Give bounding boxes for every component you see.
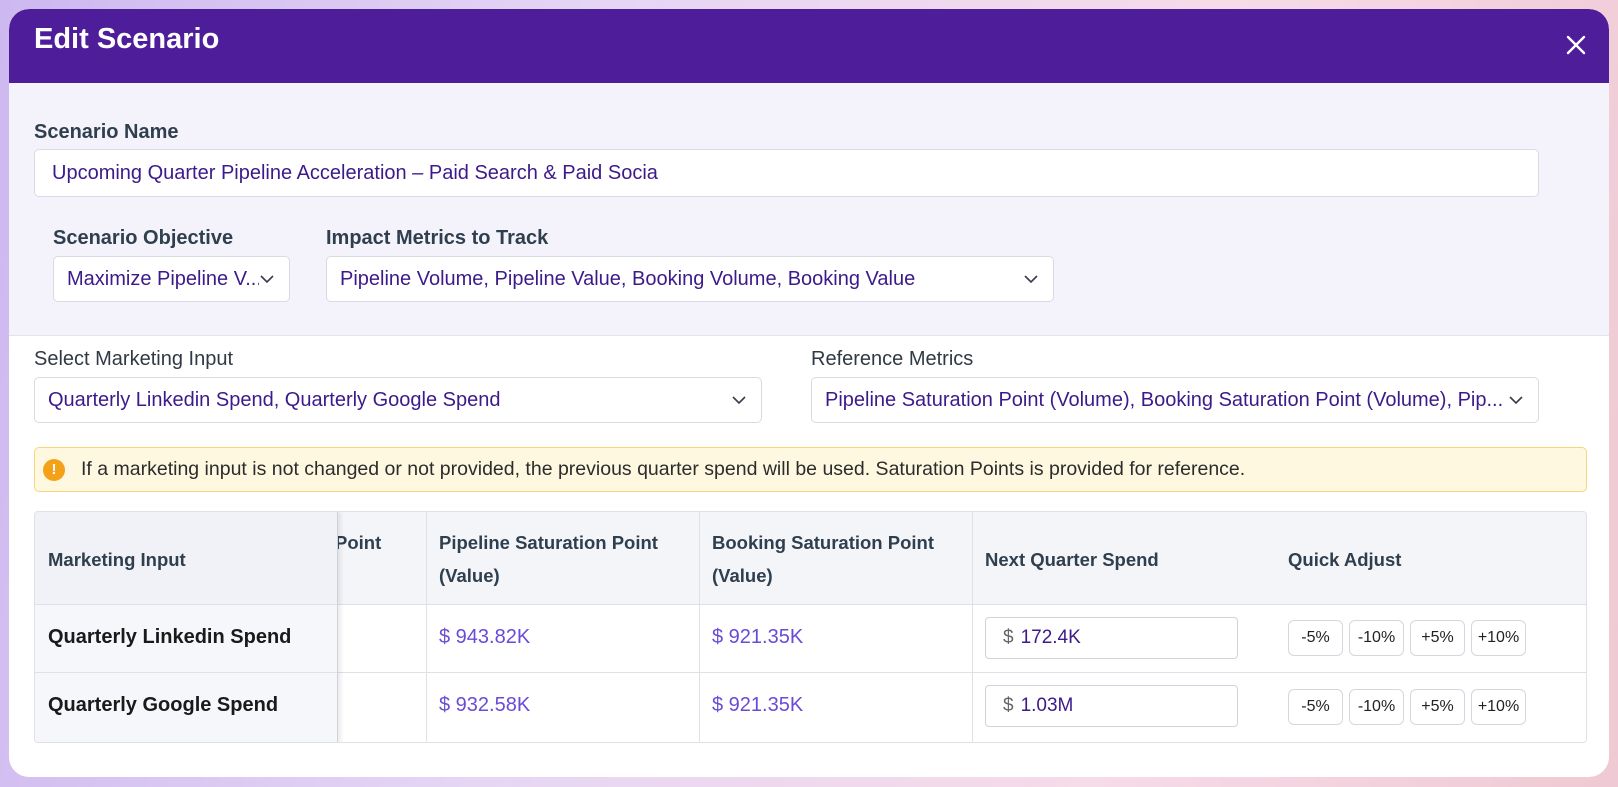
reference-metrics-select[interactable]: Pipeline Saturation Point (Volume), Book… bbox=[811, 377, 1539, 423]
column-header-pipeline-saturation: Pipeline Saturation Point (Value) bbox=[439, 526, 658, 592]
column-header-partial: Point bbox=[335, 532, 382, 553]
row-name: Quarterly Google Spend bbox=[48, 694, 279, 716]
row-divider bbox=[35, 672, 337, 673]
chevron-down-icon bbox=[1024, 275, 1038, 284]
next-quarter-spend-input[interactable]: $ 172.4K bbox=[985, 617, 1238, 659]
booking-saturation-value: $ 921.35K bbox=[712, 626, 804, 648]
scenario-name-label: Scenario Name bbox=[34, 121, 179, 143]
quick-adjust-minus-10-button[interactable]: -10% bbox=[1349, 689, 1404, 725]
quick-adjust-plus-10-button[interactable]: +10% bbox=[1471, 620, 1526, 656]
chevron-down-icon bbox=[260, 275, 274, 284]
spend-value: 1.03M bbox=[1020, 695, 1074, 716]
info-icon: ! bbox=[43, 458, 65, 481]
quick-adjust-plus-5-button[interactable]: +5% bbox=[1410, 620, 1465, 656]
modal-header: Edit Scenario bbox=[9, 9, 1609, 83]
spend-value: 172.4K bbox=[1020, 627, 1081, 648]
impact-metrics-value: Pipeline Volume, Pipeline Value, Booking… bbox=[340, 267, 916, 290]
row-divider bbox=[35, 672, 1586, 673]
chevron-down-icon bbox=[1509, 396, 1523, 405]
quick-adjust-minus-10-button[interactable]: -10% bbox=[1349, 620, 1404, 656]
column-header-next-quarter-spend: Next Quarter Spend bbox=[985, 549, 1159, 570]
marketing-input-value: Quarterly Linkedin Spend, Quarterly Goog… bbox=[48, 388, 501, 411]
scenario-objective-select[interactable]: Maximize Pipeline V... bbox=[53, 256, 290, 302]
quick-adjust-minus-5-button[interactable]: -5% bbox=[1288, 620, 1343, 656]
impact-metrics-select[interactable]: Pipeline Volume, Pipeline Value, Booking… bbox=[326, 256, 1054, 302]
chevron-down-icon bbox=[732, 396, 746, 405]
quick-adjust-plus-10-button[interactable]: +10% bbox=[1471, 689, 1526, 725]
column-divider bbox=[699, 512, 700, 742]
row-name: Quarterly Linkedin Spend bbox=[48, 626, 292, 648]
booking-saturation-value: $ 921.35K bbox=[712, 694, 804, 716]
column-header-booking-saturation: Booking Saturation Point (Value) bbox=[712, 526, 934, 592]
scenario-name-input[interactable]: Upcoming Quarter Pipeline Acceleration –… bbox=[34, 149, 1539, 197]
quick-adjust-plus-5-button[interactable]: +5% bbox=[1410, 689, 1465, 725]
column-divider bbox=[426, 512, 427, 742]
header-line: Booking Saturation Point bbox=[712, 532, 934, 553]
modal-title: Edit Scenario bbox=[34, 23, 220, 55]
reference-metrics-label: Reference Metrics bbox=[811, 348, 974, 370]
marketing-input-table: Point Pipeline Saturation Point (Value) … bbox=[34, 511, 1587, 743]
next-quarter-spend-input[interactable]: $ 1.03M bbox=[985, 685, 1238, 727]
header-line: (Value) bbox=[712, 565, 773, 586]
close-icon[interactable] bbox=[1565, 34, 1587, 56]
edit-scenario-modal: Edit Scenario Scenario Name Upcoming Qua… bbox=[9, 9, 1609, 777]
marketing-input-select[interactable]: Quarterly Linkedin Spend, Quarterly Goog… bbox=[34, 377, 762, 423]
header-line: Pipeline Saturation Point bbox=[439, 532, 658, 553]
currency-symbol: $ bbox=[1003, 627, 1014, 648]
pipeline-saturation-value: $ 943.82K bbox=[439, 626, 531, 648]
marketing-input-label: Select Marketing Input bbox=[34, 348, 233, 370]
reference-metrics-value: Pipeline Saturation Point (Volume), Book… bbox=[825, 388, 1504, 411]
sticky-first-column: Marketing Input Quarterly Linkedin Spend… bbox=[35, 512, 338, 742]
info-text: If a marketing input is not changed or n… bbox=[81, 458, 1246, 480]
quick-adjust-minus-5-button[interactable]: -5% bbox=[1288, 689, 1343, 725]
sticky-header-cell bbox=[35, 512, 337, 605]
scenario-name-value: Upcoming Quarter Pipeline Acceleration –… bbox=[52, 161, 658, 184]
scenario-settings-section: Scenario Name Upcoming Quarter Pipeline … bbox=[9, 83, 1609, 336]
header-line: (Value) bbox=[439, 565, 500, 586]
impact-metrics-label: Impact Metrics to Track bbox=[326, 227, 549, 249]
scenario-objective-label: Scenario Objective bbox=[53, 227, 234, 249]
column-header-marketing-input: Marketing Input bbox=[48, 549, 186, 570]
column-header-quick-adjust: Quick Adjust bbox=[1288, 549, 1402, 570]
scenario-objective-value: Maximize Pipeline V... bbox=[67, 267, 259, 290]
pipeline-saturation-value: $ 932.58K bbox=[439, 694, 531, 716]
column-divider bbox=[972, 512, 973, 742]
info-banner: ! If a marketing input is not changed or… bbox=[34, 447, 1587, 492]
currency-symbol: $ bbox=[1003, 695, 1014, 716]
